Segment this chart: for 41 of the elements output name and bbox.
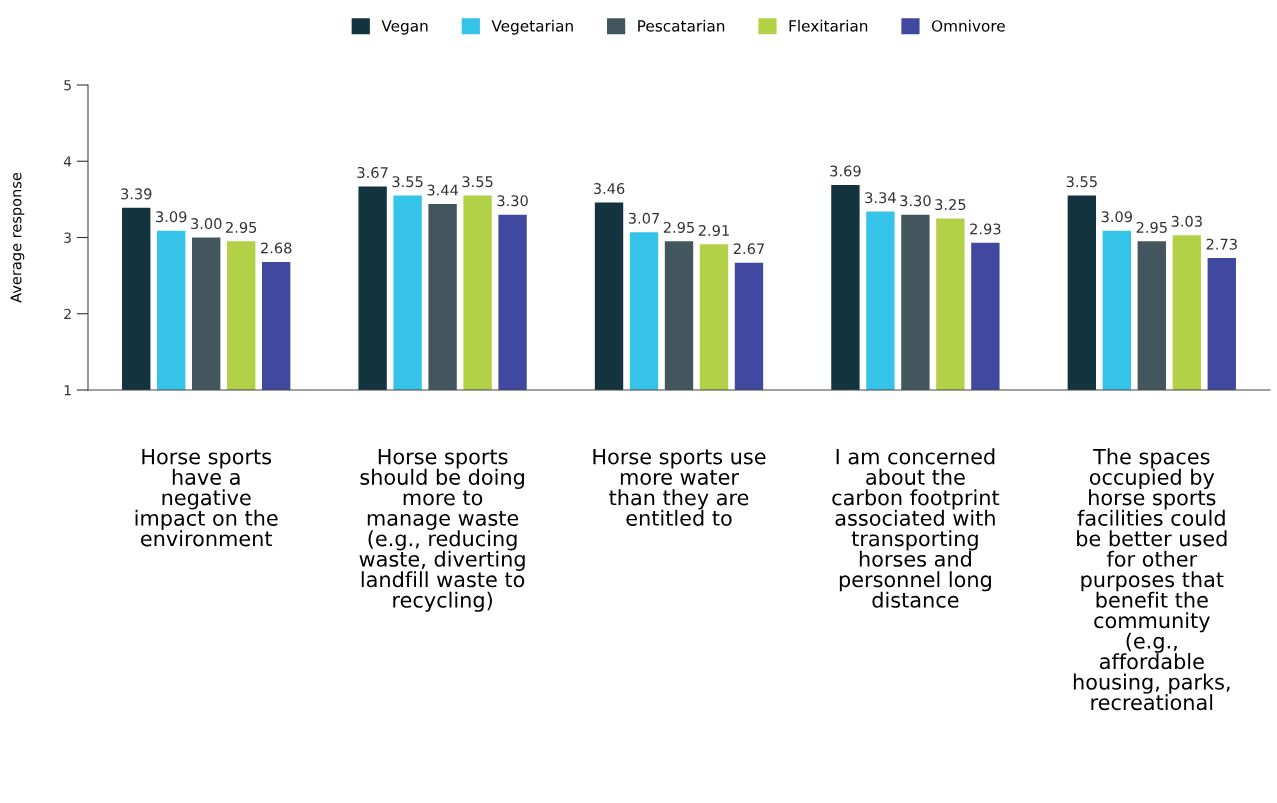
data-label: 3.55 xyxy=(462,176,493,188)
data-label: 3.55 xyxy=(392,176,423,188)
data-label: 3.09 xyxy=(1101,211,1133,223)
data-label: 3.69 xyxy=(830,165,861,177)
y-axis-title: Average response xyxy=(10,172,25,303)
data-label: 2.95 xyxy=(663,221,694,233)
data-label: 3.00 xyxy=(191,218,222,230)
y-tick-label: 4 xyxy=(63,156,72,167)
data-label: 3.67 xyxy=(357,167,388,179)
data-label: 2.91 xyxy=(698,224,729,236)
data-label: 2.68 xyxy=(261,242,292,254)
y-tick-label: 3 xyxy=(64,232,71,243)
x-tick-label: I am concerned about the carbon footprint associated with transporting horses and personnel long distance xyxy=(832,448,1000,608)
data-label: 3.34 xyxy=(865,192,896,204)
y-tick-label: 1 xyxy=(64,385,71,396)
category-label: The spaces occupied by horse sports facilities could be better used for other purposes that benefit the community (e.g., affordable housing, parks, recreational xyxy=(1073,448,1230,711)
data-label: 3.55 xyxy=(1066,176,1097,188)
y-tick-label: 5 xyxy=(64,80,71,91)
legend-label: Omnivore xyxy=(931,19,1005,32)
legend-label: Flexitarian xyxy=(789,19,868,32)
data-label: 3.30 xyxy=(900,195,931,207)
legend-label: Vegetarian xyxy=(491,19,573,35)
x-tick-label: Horse sports should be doing more to manage waste (e.g., reducing waste, diverting landfill waste to recycling) xyxy=(359,448,525,612)
y-tick-label: 2 xyxy=(64,308,71,320)
data-label: 3.03 xyxy=(1171,215,1202,227)
data-label: 3.07 xyxy=(628,212,659,224)
legend-label: Pescatarian xyxy=(638,19,725,32)
data-label: 3.46 xyxy=(593,183,625,195)
x-tick-label: Horse sports use more water than they are entitled to xyxy=(593,448,766,526)
legend-label: Vegan xyxy=(381,20,428,35)
data-label: 3.30 xyxy=(497,195,528,207)
data-label: 2.95 xyxy=(226,221,257,233)
data-label: 2.95 xyxy=(1136,221,1167,233)
data-label: 3.44 xyxy=(427,184,459,196)
data-label: 3.39 xyxy=(121,188,152,200)
x-tick-label: Horse sports have a negative impact on the environment xyxy=(135,448,278,547)
data-label: 3.25 xyxy=(935,199,966,211)
data-label: 2.93 xyxy=(970,223,1001,235)
data-label: 2.73 xyxy=(1206,238,1237,250)
data-label: 3.09 xyxy=(156,211,187,223)
data-label: 2.67 xyxy=(733,243,764,255)
